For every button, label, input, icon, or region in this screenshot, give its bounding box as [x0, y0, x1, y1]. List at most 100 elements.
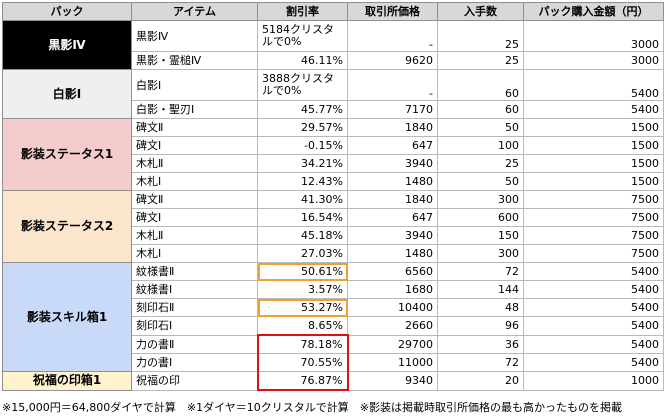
item-cell[interactable]: 碑文Ⅱ	[131, 118, 258, 137]
discount-cell[interactable]: 5184クリスタルで0%	[257, 20, 348, 52]
discount-cell-highlighted[interactable]: 50.61%	[257, 262, 348, 281]
yen-cell[interactable]: 3000	[523, 51, 664, 70]
item-cell[interactable]: 紋様書Ⅰ	[131, 280, 258, 299]
yen-cell[interactable]: 7500	[523, 190, 664, 209]
yen-cell[interactable]: 7500	[523, 244, 664, 263]
item-cell[interactable]: 碑文Ⅱ	[131, 190, 258, 209]
header-discount[interactable]: 割引率	[257, 2, 348, 21]
qty-cell[interactable]: 25	[437, 20, 524, 52]
price-cell[interactable]: 1480	[347, 244, 438, 263]
item-cell[interactable]: 祝福の印	[131, 371, 258, 391]
discount-cell[interactable]: 3888クリスタルで0%	[257, 69, 348, 101]
discount-cell[interactable]: 45.77%	[257, 100, 348, 119]
yen-cell[interactable]: 1500	[523, 172, 664, 191]
yen-cell[interactable]: 7500	[523, 226, 664, 245]
price-cell[interactable]: 1840	[347, 118, 438, 137]
discount-cell[interactable]: 27.03%	[257, 244, 348, 263]
yen-cell[interactable]: 1500	[523, 154, 664, 173]
qty-cell[interactable]: 36	[437, 334, 524, 354]
item-cell[interactable]: 紋様書Ⅱ	[131, 262, 258, 281]
discount-cell[interactable]: 34.21%	[257, 154, 348, 173]
qty-cell[interactable]: 60	[437, 69, 524, 101]
yen-cell[interactable]: 1500	[523, 136, 664, 155]
discount-cell[interactable]: 12.43%	[257, 172, 348, 191]
item-cell[interactable]: 木札Ⅱ	[131, 226, 258, 245]
price-cell[interactable]: 1680	[347, 280, 438, 299]
item-cell[interactable]: 木札Ⅰ	[131, 244, 258, 263]
qty-cell[interactable]: 48	[437, 298, 524, 317]
discount-cell-highlighted[interactable]: 76.87%	[256, 371, 349, 391]
header-item[interactable]: アイテム	[131, 2, 258, 21]
discount-cell[interactable]: 16.54%	[257, 208, 348, 227]
pack-cell[interactable]: 影装スキル箱1	[2, 262, 132, 372]
qty-cell[interactable]: 20	[437, 371, 524, 391]
yen-cell[interactable]: 5400	[523, 316, 664, 336]
discount-cell[interactable]: -0.15%	[257, 136, 348, 155]
yen-cell[interactable]: 1000	[523, 371, 664, 391]
qty-cell[interactable]: 300	[437, 244, 524, 263]
price-cell[interactable]: 2660	[347, 316, 438, 336]
pack-cell[interactable]: 影装ステータス2	[2, 190, 132, 263]
qty-cell[interactable]: 25	[437, 154, 524, 173]
price-cell[interactable]: 6560	[347, 262, 438, 281]
qty-cell[interactable]: 96	[437, 316, 524, 336]
yen-cell[interactable]: 5400	[523, 298, 664, 317]
price-cell[interactable]: 9340	[347, 371, 438, 391]
header-market-price[interactable]: 取引所価格	[347, 2, 438, 21]
discount-cell[interactable]: 45.18%	[257, 226, 348, 245]
item-cell[interactable]: 黒影Ⅳ	[131, 20, 258, 52]
qty-cell[interactable]: 72	[437, 262, 524, 281]
item-cell[interactable]: 刻印石Ⅰ	[131, 316, 258, 336]
qty-cell[interactable]: 600	[437, 208, 524, 227]
price-cell[interactable]: 29700	[347, 334, 438, 354]
qty-cell[interactable]: 50	[437, 172, 524, 191]
item-cell[interactable]: 碑文Ⅰ	[131, 208, 258, 227]
price-cell[interactable]: -	[347, 69, 438, 101]
qty-cell[interactable]: 60	[437, 100, 524, 119]
header-pack-price[interactable]: パック購入金額（円）	[523, 2, 664, 21]
qty-cell[interactable]: 100	[437, 136, 524, 155]
qty-cell[interactable]: 72	[437, 353, 524, 372]
discount-cell[interactable]: 8.65%	[257, 316, 348, 336]
item-cell[interactable]: 木札Ⅱ	[131, 154, 258, 173]
price-cell[interactable]: 3940	[347, 154, 438, 173]
qty-cell[interactable]: 150	[437, 226, 524, 245]
header-quantity[interactable]: 入手数	[437, 2, 524, 21]
discount-cell[interactable]: 41.30%	[257, 190, 348, 209]
yen-cell[interactable]: 1500	[523, 118, 664, 137]
price-cell[interactable]: 11000	[347, 353, 438, 372]
discount-cell-highlighted[interactable]: 70.55%	[256, 353, 349, 372]
price-cell[interactable]: 647	[347, 136, 438, 155]
yen-cell[interactable]: 5400	[523, 262, 664, 281]
price-cell[interactable]: 10400	[347, 298, 438, 317]
qty-cell[interactable]: 50	[437, 118, 524, 137]
pack-cell[interactable]: 白影Ⅰ	[2, 69, 132, 119]
item-cell[interactable]: 黒影・霊槌Ⅳ	[131, 51, 258, 70]
item-cell[interactable]: 碑文Ⅰ	[131, 136, 258, 155]
yen-cell[interactable]: 5400	[523, 353, 664, 372]
pack-cell[interactable]: 影装ステータス1	[2, 118, 132, 191]
discount-cell-highlighted[interactable]: 78.18%	[256, 334, 349, 354]
discount-cell[interactable]: 46.11%	[257, 51, 348, 70]
price-cell[interactable]: 9620	[347, 51, 438, 70]
discount-cell[interactable]: 29.57%	[257, 118, 348, 137]
price-cell[interactable]: -	[347, 20, 438, 52]
yen-cell[interactable]: 5400	[523, 100, 664, 119]
item-cell[interactable]: 白影・聖刃Ⅰ	[131, 100, 258, 119]
pack-cell[interactable]: 祝福の印箱1	[2, 371, 132, 391]
item-cell[interactable]: 木札Ⅰ	[131, 172, 258, 191]
discount-cell-highlighted[interactable]: 53.27%	[257, 298, 348, 317]
price-cell[interactable]: 1480	[347, 172, 438, 191]
discount-cell[interactable]: 3.57%	[257, 280, 348, 299]
header-pack[interactable]: パック	[2, 2, 132, 21]
yen-cell[interactable]: 5400	[523, 280, 664, 299]
yen-cell[interactable]: 7500	[523, 208, 664, 227]
item-cell[interactable]: 力の書Ⅰ	[131, 353, 258, 372]
item-cell[interactable]: 白影Ⅰ	[131, 69, 258, 101]
item-cell[interactable]: 力の書Ⅱ	[131, 334, 258, 354]
yen-cell[interactable]: 5400	[523, 69, 664, 101]
price-cell[interactable]: 7170	[347, 100, 438, 119]
price-cell[interactable]: 3940	[347, 226, 438, 245]
pack-cell[interactable]: 黒影Ⅳ	[2, 20, 132, 70]
qty-cell[interactable]: 25	[437, 51, 524, 70]
